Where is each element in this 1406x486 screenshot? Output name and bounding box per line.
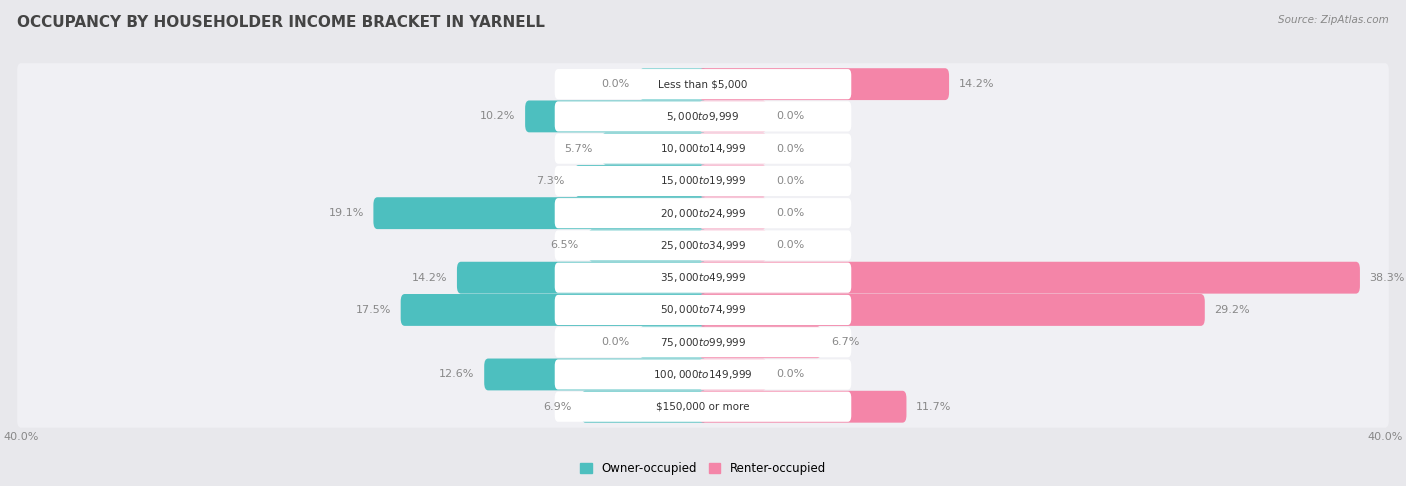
FancyBboxPatch shape — [555, 101, 851, 132]
FancyBboxPatch shape — [17, 289, 1389, 331]
FancyBboxPatch shape — [374, 197, 707, 229]
FancyBboxPatch shape — [575, 165, 707, 197]
FancyBboxPatch shape — [555, 134, 851, 164]
Text: $35,000 to $49,999: $35,000 to $49,999 — [659, 271, 747, 284]
Text: 0.0%: 0.0% — [776, 369, 804, 380]
Text: 6.7%: 6.7% — [831, 337, 859, 347]
Text: $50,000 to $74,999: $50,000 to $74,999 — [659, 303, 747, 316]
FancyBboxPatch shape — [17, 160, 1389, 202]
FancyBboxPatch shape — [699, 68, 949, 100]
Text: $75,000 to $99,999: $75,000 to $99,999 — [659, 336, 747, 348]
Text: $5,000 to $9,999: $5,000 to $9,999 — [666, 110, 740, 123]
FancyBboxPatch shape — [555, 166, 851, 196]
FancyBboxPatch shape — [602, 133, 707, 165]
Text: $10,000 to $14,999: $10,000 to $14,999 — [659, 142, 747, 155]
FancyBboxPatch shape — [17, 353, 1389, 396]
Text: 0.0%: 0.0% — [776, 241, 804, 250]
Text: OCCUPANCY BY HOUSEHOLDER INCOME BRACKET IN YARNELL: OCCUPANCY BY HOUSEHOLDER INCOME BRACKET … — [17, 15, 544, 30]
FancyBboxPatch shape — [555, 69, 851, 99]
FancyBboxPatch shape — [555, 359, 851, 390]
FancyBboxPatch shape — [17, 128, 1389, 170]
FancyBboxPatch shape — [555, 295, 851, 325]
Text: 12.6%: 12.6% — [439, 369, 475, 380]
Text: 14.2%: 14.2% — [959, 79, 994, 89]
FancyBboxPatch shape — [17, 225, 1389, 266]
Text: Less than $5,000: Less than $5,000 — [658, 79, 748, 89]
Text: 7.3%: 7.3% — [537, 176, 565, 186]
Text: 19.1%: 19.1% — [329, 208, 364, 218]
FancyBboxPatch shape — [17, 63, 1389, 105]
Text: 0.0%: 0.0% — [776, 176, 804, 186]
FancyBboxPatch shape — [555, 327, 851, 357]
Text: 6.9%: 6.9% — [543, 402, 572, 412]
Text: $20,000 to $24,999: $20,000 to $24,999 — [659, 207, 747, 220]
FancyBboxPatch shape — [17, 386, 1389, 428]
Text: 0.0%: 0.0% — [602, 337, 630, 347]
Text: 0.0%: 0.0% — [776, 144, 804, 154]
FancyBboxPatch shape — [588, 229, 707, 261]
FancyBboxPatch shape — [555, 392, 851, 422]
FancyBboxPatch shape — [17, 95, 1389, 138]
Text: $15,000 to $19,999: $15,000 to $19,999 — [659, 174, 747, 188]
FancyBboxPatch shape — [484, 359, 707, 390]
FancyBboxPatch shape — [699, 391, 907, 423]
FancyBboxPatch shape — [699, 133, 766, 165]
Text: 17.5%: 17.5% — [356, 305, 391, 315]
FancyBboxPatch shape — [555, 198, 851, 228]
FancyBboxPatch shape — [401, 294, 707, 326]
Text: 11.7%: 11.7% — [917, 402, 952, 412]
Text: 38.3%: 38.3% — [1369, 273, 1405, 283]
FancyBboxPatch shape — [457, 262, 707, 294]
FancyBboxPatch shape — [555, 262, 851, 293]
FancyBboxPatch shape — [699, 197, 766, 229]
Legend: Owner-occupied, Renter-occupied: Owner-occupied, Renter-occupied — [575, 458, 831, 480]
FancyBboxPatch shape — [524, 101, 707, 132]
FancyBboxPatch shape — [699, 262, 1360, 294]
Text: 0.0%: 0.0% — [776, 111, 804, 122]
FancyBboxPatch shape — [699, 165, 766, 197]
FancyBboxPatch shape — [699, 229, 766, 261]
Text: $100,000 to $149,999: $100,000 to $149,999 — [654, 368, 752, 381]
FancyBboxPatch shape — [555, 230, 851, 260]
Text: 0.0%: 0.0% — [776, 208, 804, 218]
FancyBboxPatch shape — [17, 192, 1389, 234]
Text: 5.7%: 5.7% — [564, 144, 592, 154]
Text: Source: ZipAtlas.com: Source: ZipAtlas.com — [1278, 15, 1389, 25]
FancyBboxPatch shape — [699, 326, 821, 358]
FancyBboxPatch shape — [582, 391, 707, 423]
Text: 10.2%: 10.2% — [479, 111, 516, 122]
Text: 0.0%: 0.0% — [602, 79, 630, 89]
FancyBboxPatch shape — [699, 294, 1205, 326]
FancyBboxPatch shape — [699, 101, 766, 132]
Text: $150,000 or more: $150,000 or more — [657, 402, 749, 412]
FancyBboxPatch shape — [640, 68, 707, 100]
Text: 14.2%: 14.2% — [412, 273, 447, 283]
Text: 29.2%: 29.2% — [1215, 305, 1250, 315]
FancyBboxPatch shape — [699, 359, 766, 390]
FancyBboxPatch shape — [640, 326, 707, 358]
FancyBboxPatch shape — [17, 321, 1389, 363]
Text: 6.5%: 6.5% — [550, 241, 578, 250]
Text: $25,000 to $34,999: $25,000 to $34,999 — [659, 239, 747, 252]
FancyBboxPatch shape — [17, 257, 1389, 299]
